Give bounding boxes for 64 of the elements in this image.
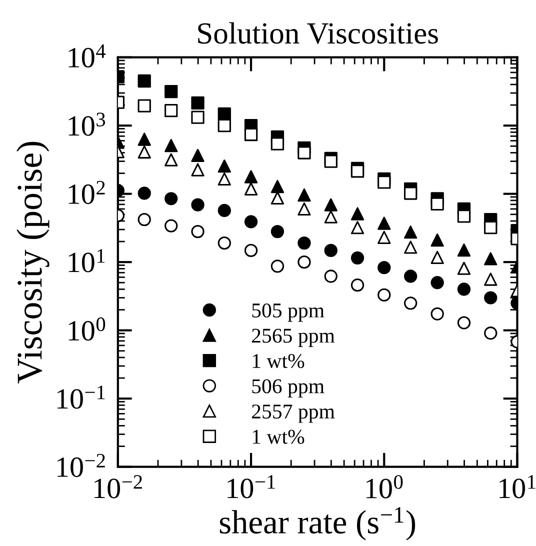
x-tick-label: 10$^{1}$ <box>500 475 536 498</box>
point <box>191 148 204 162</box>
y-tick-label: 10$^{0}$ <box>68 317 106 341</box>
point <box>404 226 418 239</box>
point <box>218 204 231 218</box>
point <box>138 74 151 88</box>
point <box>244 128 258 142</box>
point <box>378 176 391 189</box>
y-tick-label: 10$^{1}$ <box>68 249 105 272</box>
point <box>298 236 311 250</box>
point <box>218 160 231 173</box>
point <box>430 276 444 290</box>
point <box>298 146 311 160</box>
y-tick-label: 10$^{3}$ <box>68 112 106 136</box>
point <box>138 99 151 112</box>
point <box>378 261 391 274</box>
point <box>244 170 258 184</box>
legend-label: 2557 ppm <box>252 404 335 423</box>
x-tick-label: 10$^{−1}$ <box>228 475 275 498</box>
chart-title: Solution Viscosities <box>198 22 438 44</box>
point <box>244 215 258 228</box>
point <box>430 197 444 211</box>
legend-label: 2565 ppm <box>252 328 335 347</box>
point <box>270 137 284 150</box>
legend-label: 1 wt% <box>252 430 304 444</box>
point <box>484 291 498 304</box>
point <box>484 221 498 234</box>
point <box>484 252 498 266</box>
y-tick-label: 10$^{2}$ <box>68 180 105 204</box>
point <box>164 84 178 98</box>
point <box>378 216 391 230</box>
point <box>324 154 338 168</box>
point <box>430 234 444 247</box>
y-tick-label: 10$^{−1}$ <box>57 386 105 409</box>
point <box>164 192 178 206</box>
x-axis-title: shear rate (s$^{−1}$) <box>220 507 416 540</box>
point <box>164 138 178 152</box>
y-tick-label: 10$^{4}$ <box>68 44 106 68</box>
legend-label: 506 ppm <box>252 379 324 398</box>
point <box>457 210 471 223</box>
point <box>350 251 364 265</box>
x-tick-label: 10$^{−2}$ <box>94 475 142 498</box>
legend-label: 1 wt% <box>252 354 304 368</box>
point <box>324 198 338 212</box>
point <box>457 282 471 296</box>
legend-label: 505 ppm <box>252 303 324 322</box>
point <box>457 243 471 257</box>
point <box>138 186 151 200</box>
point <box>350 164 364 178</box>
x-tick-label: 10$^{0}$ <box>366 475 403 498</box>
point <box>191 96 204 110</box>
point <box>191 110 204 124</box>
point <box>191 198 204 212</box>
y-tick-label: 10$^{−2}$ <box>57 454 105 478</box>
point <box>164 104 178 118</box>
y-axis-title: Viscosity (poise) <box>16 142 50 384</box>
point <box>138 132 151 146</box>
point <box>404 270 418 283</box>
point <box>270 180 284 194</box>
point <box>324 244 338 258</box>
point <box>350 207 364 220</box>
point <box>404 186 418 200</box>
point <box>298 188 311 202</box>
point <box>270 224 284 238</box>
